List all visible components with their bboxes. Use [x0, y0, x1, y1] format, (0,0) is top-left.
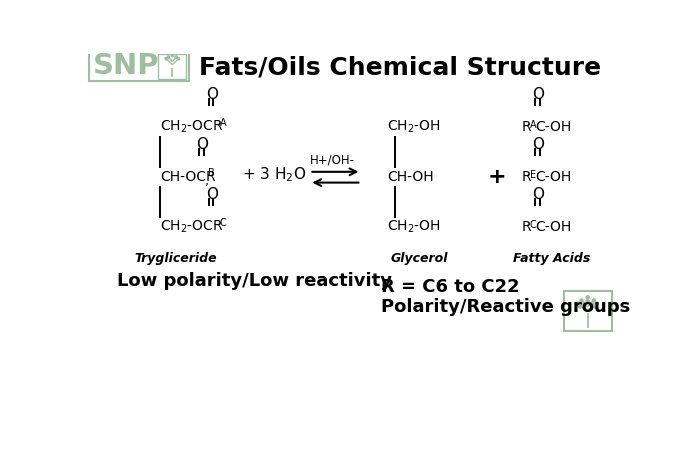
Circle shape: [592, 299, 595, 302]
Circle shape: [580, 299, 583, 302]
Text: CH$_2$-OH: CH$_2$-OH: [387, 119, 441, 135]
Text: +: +: [488, 167, 506, 187]
Circle shape: [171, 54, 173, 57]
Text: Glycerol: Glycerol: [391, 252, 448, 265]
Circle shape: [177, 58, 179, 60]
Text: Trygliceride: Trygliceride: [134, 252, 217, 265]
Text: Polarity/Reactive groups: Polarity/Reactive groups: [381, 297, 630, 315]
Circle shape: [595, 302, 598, 305]
Circle shape: [586, 296, 589, 299]
Text: C-OH: C-OH: [535, 220, 572, 234]
Circle shape: [577, 302, 580, 305]
Text: C-OH: C-OH: [535, 170, 572, 184]
Bar: [564, 291, 612, 331]
Text: A: A: [529, 120, 536, 130]
Text: O: O: [206, 187, 218, 202]
Text: SNP: SNP: [93, 52, 160, 80]
Text: Low polarity/Low reactivity: Low polarity/Low reactivity: [117, 272, 392, 290]
Circle shape: [578, 305, 582, 308]
Text: + 3 H$_2$O: + 3 H$_2$O: [241, 166, 306, 184]
Circle shape: [594, 305, 597, 308]
Text: C-OH: C-OH: [535, 120, 572, 134]
Text: Fats/Oils Chemical Structure: Fats/Oils Chemical Structure: [199, 56, 601, 80]
Text: CH$_2$-OCR: CH$_2$-OCR: [160, 119, 224, 135]
Bar: [88, 52, 189, 81]
Text: E: E: [529, 170, 535, 180]
Circle shape: [175, 56, 177, 58]
Text: Fatty Acids: Fatty Acids: [513, 252, 590, 265]
Text: C: C: [529, 220, 536, 230]
Text: C: C: [219, 218, 226, 229]
Text: O: O: [532, 137, 544, 153]
Text: CH$_2$-OH: CH$_2$-OH: [387, 219, 441, 235]
Text: A: A: [219, 118, 226, 128]
Text: O: O: [197, 137, 208, 153]
Text: R: R: [522, 120, 531, 134]
Text: O: O: [206, 87, 218, 102]
Text: R: R: [522, 170, 531, 184]
Circle shape: [165, 58, 167, 60]
Circle shape: [167, 56, 170, 58]
Text: CH$_2$-OCR: CH$_2$-OCR: [160, 219, 224, 235]
Circle shape: [582, 302, 584, 305]
Text: H+/OH-: H+/OH-: [310, 154, 355, 167]
Bar: [158, 54, 186, 79]
Text: B: B: [208, 168, 215, 178]
Text: CH-OH: CH-OH: [387, 170, 433, 184]
Text: R = C6 to C22: R = C6 to C22: [381, 278, 520, 296]
Text: CH-OCR: CH-OCR: [160, 170, 215, 184]
Text: ,: ,: [205, 176, 209, 188]
Text: R: R: [522, 220, 531, 234]
Circle shape: [591, 302, 594, 305]
Text: O: O: [532, 187, 544, 202]
Text: O: O: [532, 87, 544, 102]
Circle shape: [586, 300, 589, 303]
